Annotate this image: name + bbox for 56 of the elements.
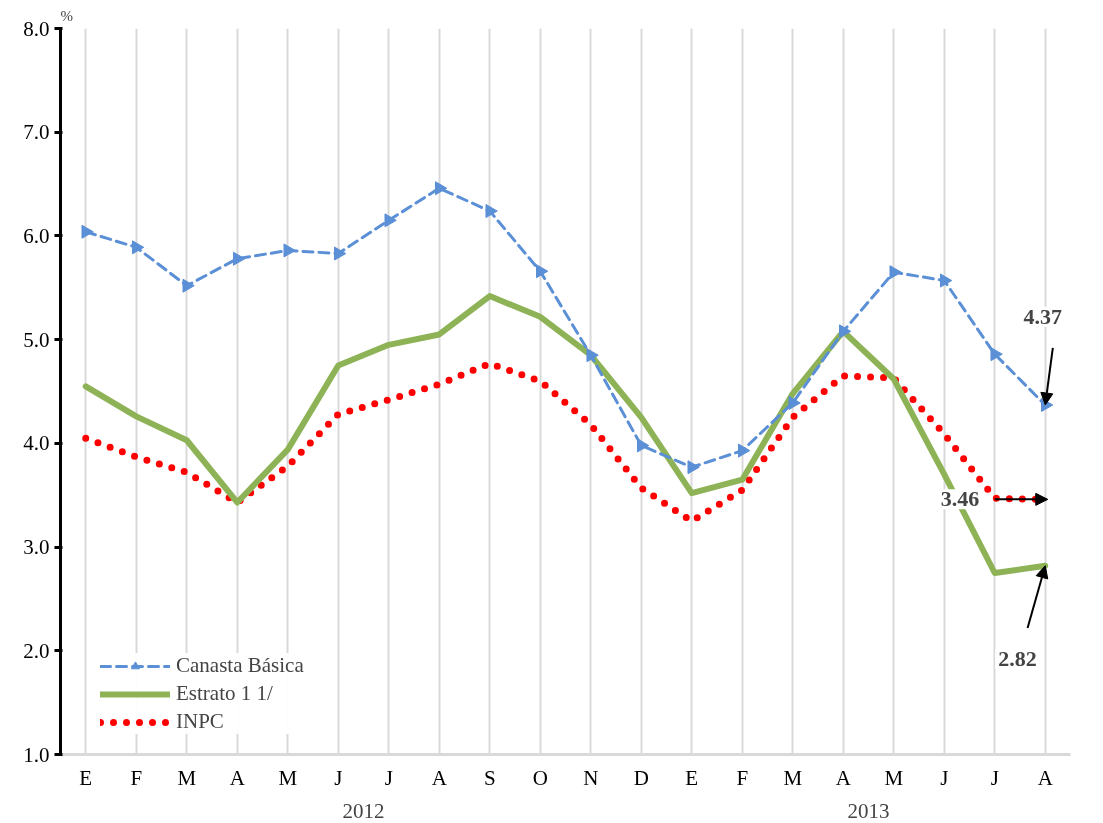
- y-tick-label: 6.0: [23, 223, 50, 248]
- x-tick-label: M: [177, 765, 197, 790]
- y-tick-label: 5.0: [23, 327, 50, 352]
- text: 2012: [342, 798, 385, 823]
- point: [81, 224, 94, 239]
- y-tick-label: 4.0: [23, 431, 50, 456]
- point: [182, 278, 195, 293]
- legend-label: INPC: [176, 709, 224, 734]
- x-tick-label: A: [431, 765, 448, 790]
- point: [283, 243, 296, 258]
- point: [990, 347, 1003, 362]
- y-tick-label: 3.0: [23, 535, 50, 560]
- point: [940, 273, 953, 288]
- data-label: 3.46: [940, 486, 980, 512]
- x-tick-label: D: [633, 765, 649, 790]
- legend-label: Estrato 1 1/: [176, 681, 273, 706]
- point: [788, 395, 801, 410]
- x-tick-label: J: [384, 765, 393, 790]
- point: [485, 204, 498, 219]
- point: [233, 251, 246, 266]
- x-tick-label: J: [334, 765, 343, 790]
- point: [687, 460, 700, 475]
- x-tick-label: E: [685, 765, 699, 790]
- point: [839, 324, 852, 339]
- x-tick-label: M: [278, 765, 298, 790]
- x-tick-label: A: [835, 765, 852, 790]
- point: [586, 348, 599, 363]
- point: [889, 265, 902, 280]
- y-tick-label: 1.0: [23, 742, 50, 767]
- x-tick-label: E: [79, 765, 93, 790]
- x-tick-label: N: [583, 765, 599, 790]
- point: [738, 443, 751, 458]
- point: [435, 181, 448, 196]
- x-tick-label: M: [783, 765, 803, 790]
- point: [132, 240, 145, 255]
- legend-label: Canasta Básica: [176, 653, 304, 678]
- text: 2013: [847, 798, 890, 823]
- x-tick-label: J: [940, 765, 949, 790]
- point: [536, 264, 549, 279]
- x-tick-label: F: [130, 765, 143, 790]
- x-tick-label: J: [990, 765, 999, 790]
- x-tick-label: A: [1037, 765, 1054, 790]
- point: [637, 438, 650, 453]
- point: [334, 246, 347, 261]
- y-axis-title: %: [60, 7, 73, 24]
- x-tick-label: M: [884, 765, 904, 790]
- x-tick-label: S: [483, 765, 496, 790]
- y-tick-label: 2.0: [23, 638, 50, 663]
- y-tick-label: 8.0: [23, 16, 50, 41]
- x-tick-label: A: [229, 765, 246, 790]
- x-tick-label: O: [532, 765, 548, 790]
- x-tick-label: F: [736, 765, 749, 790]
- point: [384, 213, 397, 228]
- data-label: 2.82: [998, 646, 1037, 672]
- data-label: 4.37: [1023, 303, 1062, 329]
- y-tick-label: 7.0: [23, 120, 50, 145]
